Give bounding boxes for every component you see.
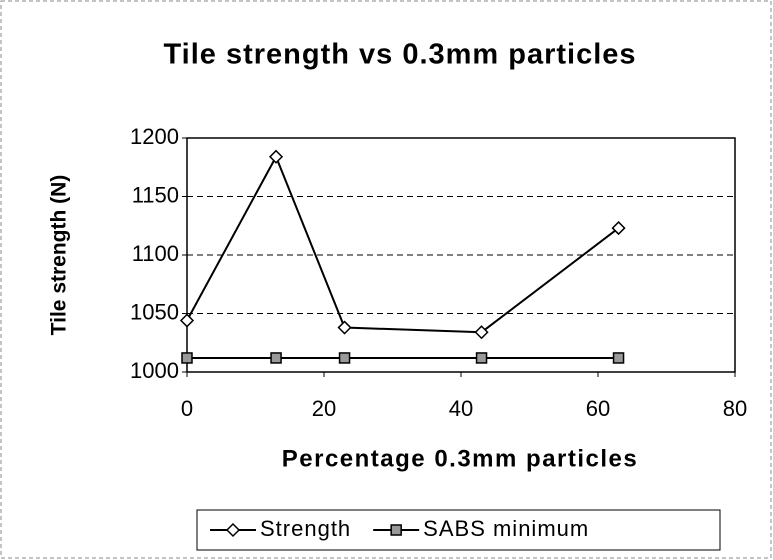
marker xyxy=(268,149,284,164)
chart-title: Tile strength vs 0.3mm particles xyxy=(163,39,636,71)
marker xyxy=(181,352,193,364)
marker xyxy=(338,352,351,364)
x-tick-label: 40 xyxy=(449,396,473,421)
marker xyxy=(612,352,625,364)
marker xyxy=(179,313,195,328)
y-tick-label: 1000 xyxy=(130,358,179,383)
legend-label: Strength xyxy=(260,516,351,541)
y-axis-label: Tile strength (N) xyxy=(48,175,71,336)
marker xyxy=(390,524,402,536)
marker xyxy=(270,352,282,364)
legend-box xyxy=(196,509,721,551)
x-axis-label: Percentage 0.3mm particles xyxy=(282,445,639,472)
legend-label: SABS minimum xyxy=(423,516,589,541)
y-tick-label: 1100 xyxy=(132,241,179,266)
y-tick-label: 1150 xyxy=(132,182,179,207)
plot-area xyxy=(186,137,736,373)
marker xyxy=(611,221,626,236)
marker xyxy=(337,320,352,335)
x-tick-label: 60 xyxy=(586,396,610,421)
x-tick-label: 0 xyxy=(181,396,193,421)
y-tick-label: 1200 xyxy=(130,124,179,149)
marker xyxy=(475,352,488,364)
x-tick-label: 20 xyxy=(312,396,336,421)
y-tick-label: 1050 xyxy=(130,299,179,324)
x-tick-label: 80 xyxy=(723,396,747,421)
marker xyxy=(474,325,489,340)
marker xyxy=(225,522,241,538)
